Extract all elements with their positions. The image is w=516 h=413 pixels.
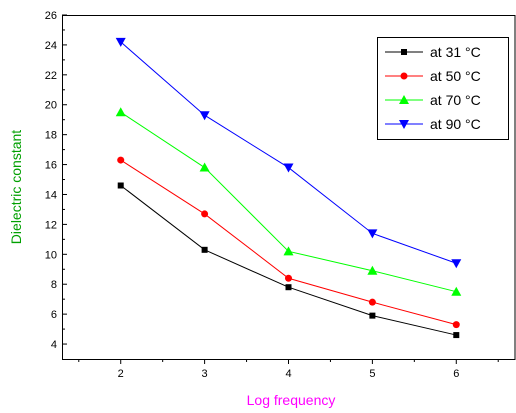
y-tick-label: 12 xyxy=(45,219,57,231)
y-axis: 4 6 8 10 12 14 16 18 20 22 24 26 xyxy=(45,10,67,351)
data-point xyxy=(453,332,460,339)
data-point xyxy=(201,210,209,218)
y-axis-title: Dielectric constant xyxy=(8,130,24,244)
legend-entry: at 31 °C xyxy=(385,44,481,60)
data-point xyxy=(369,312,376,319)
x-tick-label: 4 xyxy=(285,368,291,380)
data-point xyxy=(283,163,294,173)
y-tick-label: 14 xyxy=(45,189,57,201)
data-point xyxy=(201,246,208,253)
series-3 xyxy=(115,107,462,296)
series-2 xyxy=(117,156,460,329)
x-axis: 2 3 4 5 6 xyxy=(78,359,499,380)
legend-marker xyxy=(399,120,409,129)
data-point xyxy=(117,156,125,164)
x-tick-label: 2 xyxy=(118,368,124,380)
y-tick-label: 16 xyxy=(45,160,57,172)
y-tick-label: 6 xyxy=(51,309,57,321)
data-point xyxy=(285,274,292,282)
legend-label: at 31 °C xyxy=(430,44,481,60)
y-tick-label: 4 xyxy=(51,339,57,351)
series-4 xyxy=(115,37,462,269)
series-line xyxy=(120,185,457,336)
y-tick-label: 8 xyxy=(51,279,57,291)
legend-entry: at 90 °C xyxy=(385,116,481,132)
y-tick-label: 26 xyxy=(45,10,57,22)
legend-entry: at 70 °C xyxy=(385,92,481,108)
data-point xyxy=(452,321,460,329)
y-tick-label: 24 xyxy=(45,40,57,52)
series-line xyxy=(120,159,457,326)
data-point xyxy=(115,37,126,47)
y-tick-label: 20 xyxy=(45,100,57,112)
data-point xyxy=(199,111,210,121)
x-axis-title: Log frequency xyxy=(247,392,336,408)
y-tick-label: 10 xyxy=(45,249,57,261)
data-point xyxy=(199,162,210,172)
legend-label: at 90 °C xyxy=(430,116,481,132)
data-point xyxy=(368,298,376,306)
legend-label: at 50 °C xyxy=(430,68,481,84)
data-point xyxy=(117,182,124,189)
x-tick-label: 6 xyxy=(453,368,459,380)
legend: at 31 °C at 50 °C at 70 °C at 90 °C xyxy=(377,37,509,140)
legend-marker xyxy=(399,95,409,104)
legend-marker xyxy=(401,49,407,55)
data-point xyxy=(115,107,126,117)
x-tick-label: 5 xyxy=(369,368,375,380)
x-tick-label: 3 xyxy=(202,368,208,380)
data-point xyxy=(285,284,292,291)
data-point xyxy=(451,259,462,269)
legend-marker xyxy=(400,72,408,80)
y-tick-label: 18 xyxy=(45,130,57,142)
data-point xyxy=(367,265,378,275)
legend-box xyxy=(377,37,509,140)
y-tick-label: 22 xyxy=(45,70,57,82)
data-point xyxy=(451,286,462,296)
data-point xyxy=(283,246,294,256)
data-point xyxy=(367,229,378,239)
legend-entry: at 50 °C xyxy=(385,68,481,84)
series-1 xyxy=(117,182,460,339)
series-layer xyxy=(115,37,462,339)
legend-label: at 70 °C xyxy=(430,92,481,108)
